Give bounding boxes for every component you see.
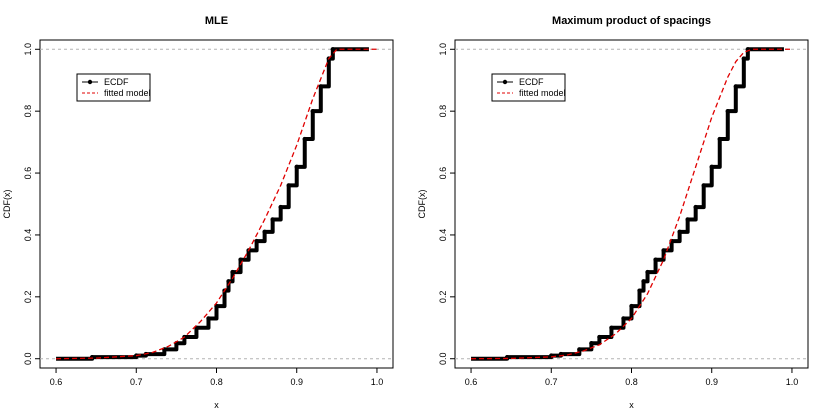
y-tick-label: 0.4 [438,229,448,242]
ecdf-point [701,183,706,188]
ecdf-line [56,47,369,361]
x-tick-label: 0.6 [50,377,63,387]
panel-mle: MLE 0.6 0.7 0.8 0.9 1.0 0.0 0.2 0.4 0.6 0.8 1.0 x CDF… [2,15,394,410]
y-tick-label: 0.0 [438,352,448,365]
legend [491,73,566,102]
ecdf-point [621,316,626,321]
ecdf-point [310,108,315,114]
legend-ecdf-label: ECDF [104,77,129,87]
legend-ecdf-marker [87,79,93,85]
x-tick-label: 1.0 [786,377,799,387]
legend-ecdf-label: ECDF [519,77,544,87]
ecdf-point [230,269,235,275]
legend-fitted-label: fitted model [104,88,151,98]
ecdf-point [609,325,614,330]
y-tick-label: 0.8 [438,105,448,118]
x-tick-label: 0.8 [625,377,638,387]
ecdf-point [645,269,650,275]
ecdf-point [709,164,714,170]
ecdf-point [741,56,747,61]
ecdf-point [577,347,582,352]
ecdf-point [661,248,666,253]
ecdf-point [302,136,307,142]
x-tick-label: 0.7 [130,377,143,387]
ecdf-point [206,316,211,321]
x-tick-label: 0.6 [465,377,478,387]
ecdf-point [597,334,602,340]
ecdf-line [471,47,784,361]
ecdf-point [254,238,259,244]
ecdf-point [637,288,642,293]
y-tick-label: 0.2 [438,291,448,304]
y-tick-label: 0.8 [23,105,33,118]
ecdf-point [653,257,658,262]
ecdf-point [278,204,283,210]
y-axis-label: CDF(x) [2,190,12,219]
ecdf-point [318,84,323,89]
x-axis-label: x [629,400,634,410]
x-tick-label: 1.0 [371,377,384,387]
y-tick-label: 1.0 [23,43,33,56]
chart-title: Maximum product of spacings [552,15,711,27]
y-tick-label: 0.6 [23,167,33,180]
ecdf-point [717,136,722,142]
panel-mps: Maximum product of spacings 0.6 0.7 0.8 0.9 1… [417,15,809,410]
ecdf-point [641,279,646,284]
y-axis-label: CDF(x) [417,190,427,219]
ecdf-point [330,47,336,52]
x-tick-label: 0.9 [290,377,303,387]
y-tick-label: 1.0 [438,43,448,56]
ecdf-point [685,217,690,222]
ecdf-point [725,108,730,114]
ecdf-point [693,204,698,210]
ecdf-point [629,303,634,309]
ecdf-point [677,229,682,235]
ecdf-point [270,217,275,222]
ecdf-point [733,84,738,89]
ecdf-point [286,183,291,188]
ecdf-point [262,229,267,235]
chart-title: MLE [205,15,228,27]
fitted-model-line [471,48,792,360]
y-tick-label: 0.6 [438,167,448,180]
legend [76,73,151,102]
y-tick-label: 0.0 [23,352,33,365]
y-tick-label: 0.2 [23,291,33,304]
y-tick-label: 0.4 [23,229,33,242]
legend-ecdf-marker [502,79,508,85]
x-tick-label: 0.8 [210,377,223,387]
x-tick-label: 0.7 [545,377,558,387]
x-axis-label: x [214,400,219,410]
ecdf-point [238,257,243,262]
legend-fitted-label: fitted model [519,88,566,98]
ecdf-point [589,341,594,346]
x-tick-label: 0.9 [705,377,718,387]
ecdf-point [294,164,299,170]
fitted-model-line [56,48,377,360]
